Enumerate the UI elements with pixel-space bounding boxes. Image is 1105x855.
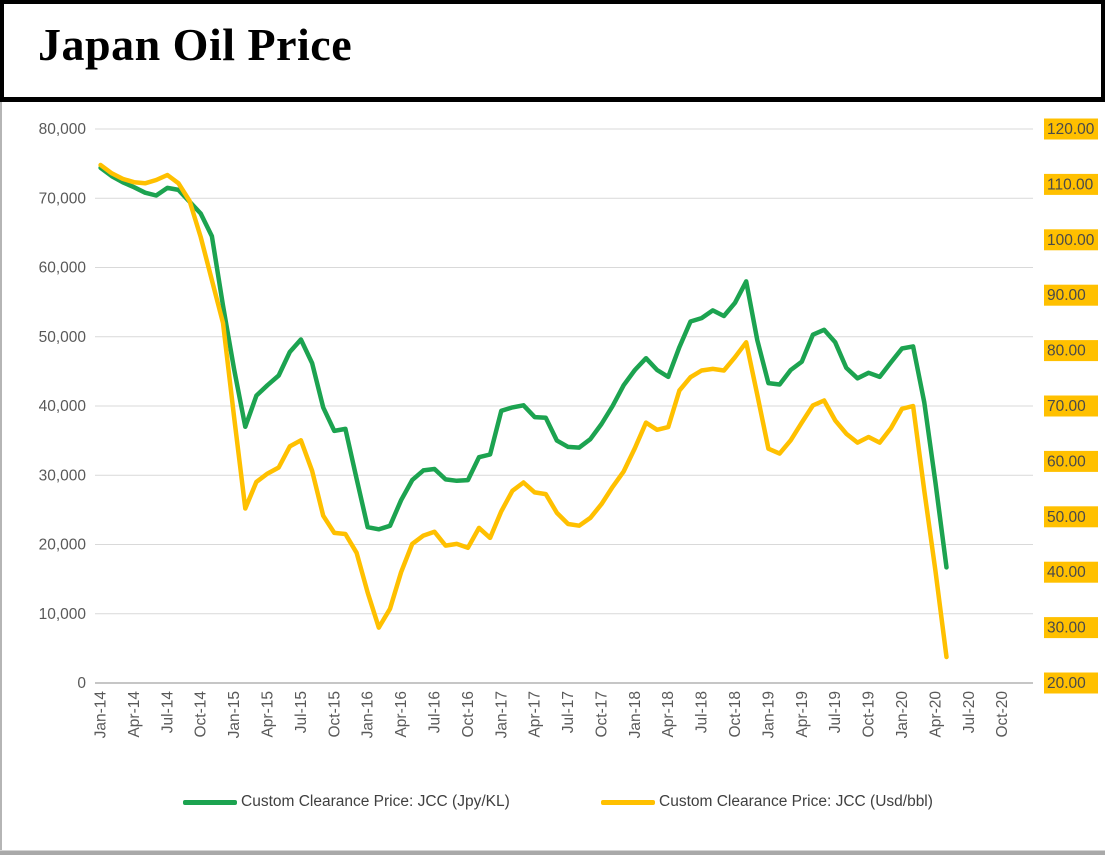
right-axis-tick-label: 90.00 [1047,287,1086,304]
right-axis-label-highlight [1044,118,1098,140]
x-axis-tick-label: Jul-15 [293,691,310,733]
right-axis-tick-label: 80.00 [1047,343,1086,360]
right-axis-tick-label: 70.00 [1047,398,1086,415]
right-axis-tick-label: 40.00 [1047,564,1086,581]
right-axis-label-highlight [1044,395,1098,417]
x-axis-tick-label: Oct-17 [593,691,610,738]
right-axis-tick-label: 100.00 [1047,232,1095,249]
x-axis-tick-label: Oct-20 [994,691,1011,738]
right-axis-label-highlight [1044,340,1098,362]
right-axis-label-highlight [1044,617,1098,639]
legend-item-jcc-jpy-kl[interactable]: Custom Clearance Price: JCC (Jpy/KL) [183,793,510,811]
page-title: Japan Oil Price [38,19,353,70]
left-axis-tick-label: 30,000 [39,467,87,484]
x-axis-tick-label: Jul-17 [560,691,577,733]
x-axis-tick-label: Oct-16 [460,691,477,738]
x-axis-tick-label: Jul-20 [961,691,978,734]
left-axis-tick-label: 40,000 [39,398,87,415]
x-axis-tick-label: Oct-19 [861,691,878,738]
right-axis-tick-label: 60.00 [1047,453,1086,470]
legend-line-swatch-yellow [601,799,655,805]
x-axis-tick-label: Jul-16 [426,691,443,733]
x-axis-tick-label: Apr-20 [927,691,944,738]
x-axis-tick-label: Apr-14 [126,691,143,738]
x-axis-tick-label: Apr-19 [794,691,811,738]
right-axis-label-highlight [1044,506,1098,528]
title-bar: Japan Oil Price [0,0,1105,102]
left-axis-tick-label: 80,000 [39,121,87,138]
gridlines-layer [95,128,1033,684]
x-axis: Jan-14 Apr-14 Jul-14 Oct-14 Jan-15 Apr-15 Jul-… [93,691,1012,739]
legend-item-jcc-usd-bbl[interactable]: Custom Clearance Price: JCC (Usd/bbl) [601,793,933,811]
left-axis-tick-label: 20,000 [39,537,87,554]
legend-line-swatch-green [183,799,237,805]
bottom-edge [0,850,1105,855]
x-axis-tick-label: Apr-18 [660,691,677,738]
series-line-jcc-jpy-kl[interactable] [98,165,949,570]
right-axis-label-highlight [1044,672,1098,694]
x-axis-tick-label: Oct-15 [326,691,343,738]
left-axis-tick-label: 50,000 [39,329,87,346]
x-axis-tick-label: Apr-16 [393,691,410,738]
series-layer [98,162,949,660]
x-axis-tick-label: Oct-18 [727,691,744,738]
left-axis-tick-label: 70,000 [39,190,87,207]
right-axis-tick-label: 20.00 [1047,675,1086,692]
right-axis-label-highlight [1044,450,1098,472]
x-axis-tick-label: Jul-18 [694,691,711,733]
right-axis-label-highlight [1044,561,1098,583]
right-axis: 20.00 30.00 40.00 50.00 60.00 70.00 80.00 90.00… [1044,118,1098,694]
left-axis: 0 10,000 20,000 30,000 40,000 50,000 60,000 70,… [39,121,87,692]
right-axis-tick-label: 30.00 [1047,620,1086,637]
right-axis-label-highlight [1044,284,1098,306]
right-axis-label-highlight [1044,229,1098,251]
x-axis-tick-label: Apr-15 [260,691,277,738]
legend-label: Custom Clearance Price: JCC (Jpy/KL) [241,793,510,810]
right-axis-tick-label: 110.00 [1047,176,1094,193]
x-axis-tick-label: Apr-17 [527,691,544,738]
series-line-jcc-usd-bbl[interactable] [98,162,949,660]
x-axis-tick-label: Jan-19 [760,691,777,738]
legend-label: Custom Clearance Price: JCC (Usd/bbl) [659,793,933,810]
x-axis-tick-label: Jan-20 [894,691,911,739]
chart-area[interactable]: 0 10,000 20,000 30,000 40,000 50,000 60,000 70,… [0,102,1105,850]
right-axis-tick-label: 50.00 [1047,509,1086,526]
x-axis-tick-label: Jan-14 [93,691,110,739]
x-axis-tick-label: Jan-16 [360,691,377,738]
right-axis-tick-label: 120.00 [1047,121,1095,138]
right-axis-label-highlight [1044,173,1098,195]
left-axis-tick-label: 60,000 [39,260,87,277]
x-axis-tick-label: Jul-14 [159,691,176,734]
x-axis-tick-label: Jan-17 [493,691,510,738]
x-axis-tick-label: Jan-15 [226,691,243,738]
x-axis-tick-label: Oct-14 [193,691,210,738]
left-axis-tick-label: 10,000 [39,606,87,623]
x-axis-tick-label: Jan-18 [627,691,644,738]
x-axis-tick-label: Jul-19 [827,691,844,733]
left-axis-tick-label: 0 [77,675,86,692]
